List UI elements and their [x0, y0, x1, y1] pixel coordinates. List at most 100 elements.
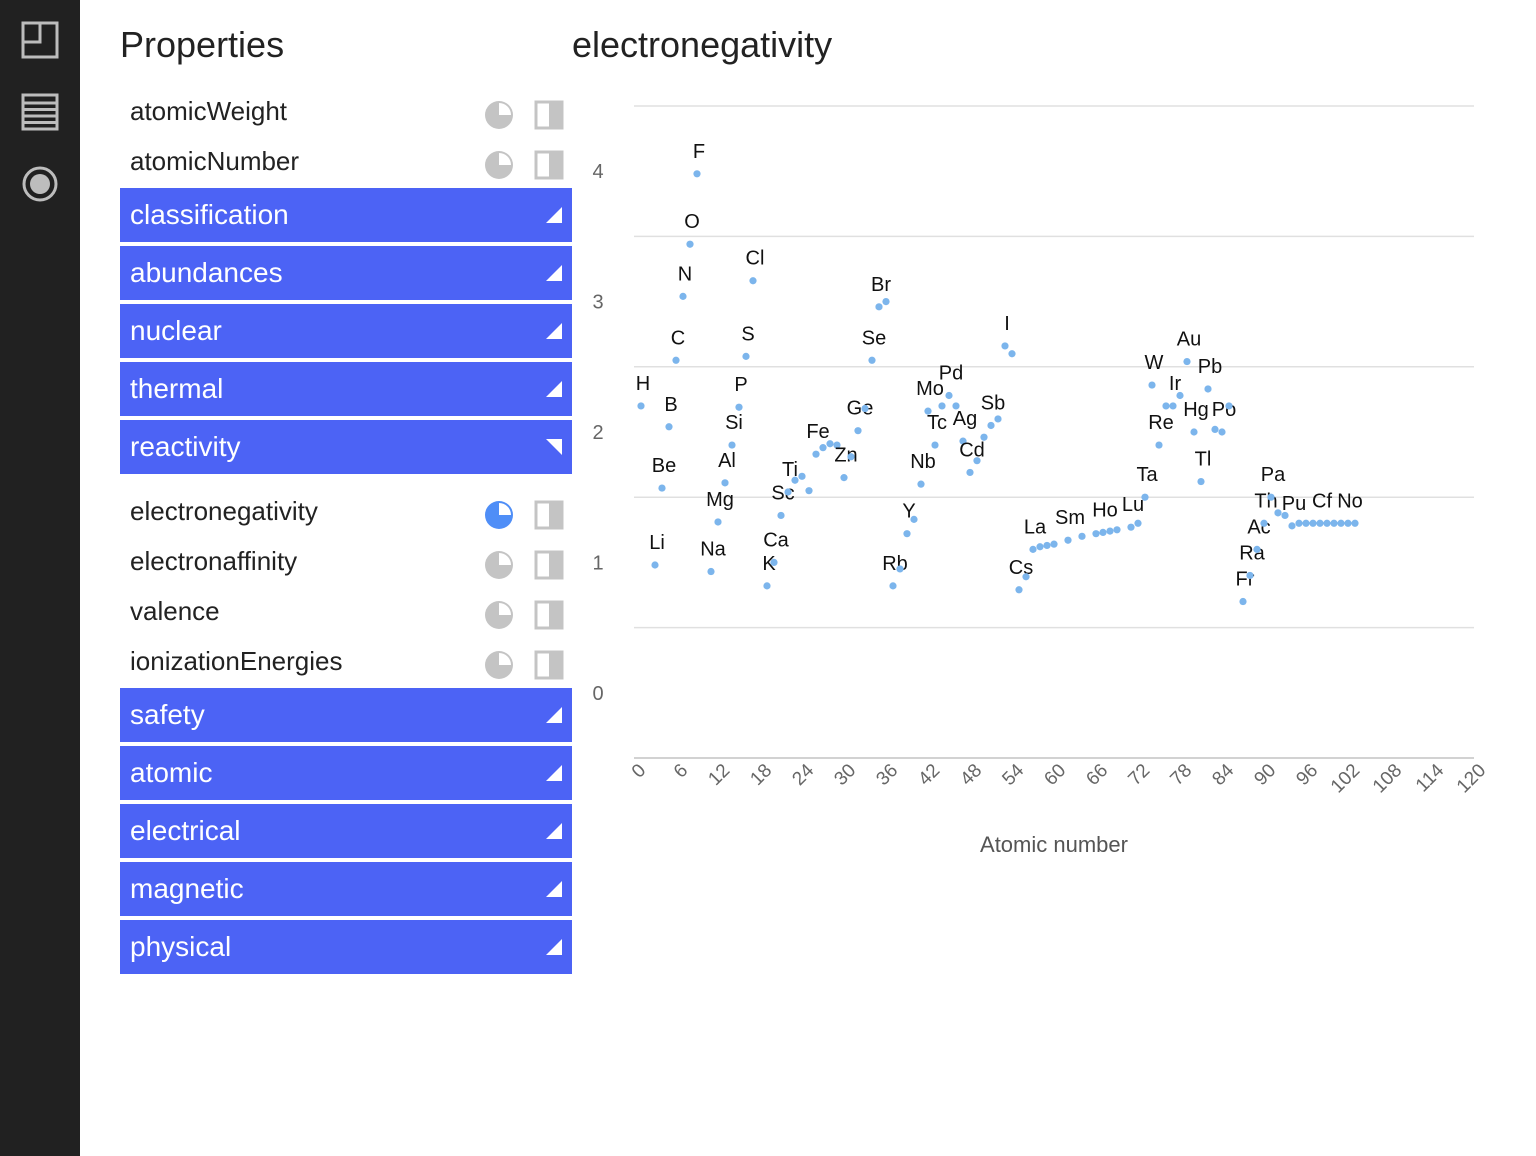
point-label: Cl [746, 248, 765, 270]
x-tick-label: 30 [830, 760, 860, 790]
group-safety[interactable]: safety [120, 688, 572, 742]
split-view-icon[interactable] [534, 150, 564, 180]
point-label: Mo [916, 378, 944, 400]
group-physical[interactable]: physical [120, 920, 572, 974]
data-point [910, 515, 918, 523]
point-label: Li [649, 532, 665, 554]
group-label: electrical [130, 815, 241, 846]
point-label: Ac [1247, 516, 1270, 538]
pie-chart-icon[interactable] [484, 650, 514, 680]
point-label: Fe [806, 421, 829, 443]
data-point [903, 530, 911, 538]
group-electrical[interactable]: electrical [120, 804, 572, 858]
record-icon[interactable] [20, 164, 60, 204]
point-label: Ra [1239, 542, 1265, 564]
split-view-icon[interactable] [534, 600, 564, 630]
data-point [1162, 402, 1170, 410]
point-label: Po [1212, 399, 1236, 421]
data-point [728, 441, 736, 449]
layout-icon[interactable] [20, 20, 60, 60]
data-point [1225, 402, 1233, 410]
x-tick-label: 18 [746, 760, 776, 790]
x-tick-label: 90 [1250, 760, 1280, 790]
point-label: Rb [882, 553, 908, 575]
pie-chart-icon[interactable] [484, 150, 514, 180]
data-point [1274, 509, 1282, 517]
group-thermal[interactable]: thermal [120, 362, 572, 416]
x-tick-label: 114 [1412, 760, 1449, 797]
point-label: N [678, 263, 692, 285]
data-point [819, 444, 827, 452]
expand-triangle-icon [546, 939, 562, 955]
property-item-electronaffinity[interactable]: electronaffinity [120, 538, 572, 588]
data-point [735, 403, 743, 411]
group-abundances[interactable]: abundances [120, 246, 572, 300]
point-label: Pd [939, 362, 963, 384]
group-label: abundances [130, 257, 283, 288]
group-label: classification [130, 199, 289, 230]
table-icon[interactable] [20, 92, 60, 132]
group-label: atomic [130, 757, 213, 788]
pie-chart-icon[interactable] [484, 100, 514, 130]
data-point [805, 487, 813, 495]
data-point [931, 441, 939, 449]
x-tick-label: 42 [914, 760, 944, 790]
split-view-icon[interactable] [534, 500, 564, 530]
group-nuclear[interactable]: nuclear [120, 304, 572, 358]
data-point [1211, 425, 1219, 433]
x-axis-title: Atomic number [980, 832, 1128, 857]
data-point [812, 450, 820, 458]
point-label: K [762, 553, 776, 575]
point-label: La [1024, 516, 1047, 538]
point-label: I [1004, 313, 1010, 335]
data-point [1316, 519, 1324, 527]
data-point [1190, 428, 1198, 436]
data-point [1127, 523, 1135, 531]
point-label: Sb [981, 392, 1005, 414]
property-item-atomicWeight[interactable]: atomicWeight [120, 88, 572, 138]
y-tick-label: 4 [592, 161, 603, 183]
pie-chart-icon[interactable] [484, 550, 514, 580]
group-reactivity[interactable]: reactivity [120, 420, 572, 474]
expand-triangle-icon [546, 881, 562, 897]
data-point [1295, 519, 1303, 527]
point-label: No [1337, 490, 1363, 512]
pie-chart-icon[interactable] [484, 600, 514, 630]
point-label: Ir [1169, 373, 1182, 395]
point-label: Pu [1282, 493, 1306, 515]
property-item-atomicNumber[interactable]: atomicNumber [120, 138, 572, 188]
point-label: Sm [1055, 507, 1085, 529]
group-classification[interactable]: classification [120, 188, 572, 242]
point-label: Si [725, 412, 743, 434]
data-point [651, 561, 659, 569]
property-label: valence [130, 596, 220, 626]
point-label: Cd [959, 439, 985, 461]
data-point [1281, 511, 1289, 520]
point-label: Sc [771, 482, 794, 504]
x-tick-label: 120 [1453, 760, 1490, 797]
property-item-valence[interactable]: valence [120, 588, 572, 638]
data-point [798, 472, 806, 480]
x-tick-label: 54 [998, 760, 1028, 790]
data-point [1008, 350, 1016, 358]
data-point [1204, 385, 1212, 393]
group-atomic[interactable]: atomic [120, 746, 572, 800]
split-view-icon[interactable] [534, 550, 564, 580]
split-view-icon[interactable] [534, 650, 564, 680]
data-point [973, 457, 981, 465]
property-label: atomicNumber [130, 146, 300, 176]
point-label: Ho [1092, 499, 1118, 521]
data-point [987, 421, 995, 430]
property-label: electronegativity [130, 496, 318, 526]
y-tick-label: 3 [592, 292, 603, 314]
data-point [714, 518, 722, 526]
point-label: Al [718, 450, 736, 472]
point-label: Pa [1261, 464, 1286, 486]
pie-chart-icon[interactable] [484, 500, 514, 530]
group-magnetic[interactable]: magnetic [120, 862, 572, 916]
x-tick-label: 78 [1166, 760, 1196, 790]
property-item-electronegativity[interactable]: electronegativity [120, 488, 572, 538]
split-view-icon[interactable] [534, 100, 564, 130]
point-label: Pb [1198, 356, 1222, 378]
property-item-ionizationEnergies[interactable]: ionizationEnergies [120, 638, 572, 688]
